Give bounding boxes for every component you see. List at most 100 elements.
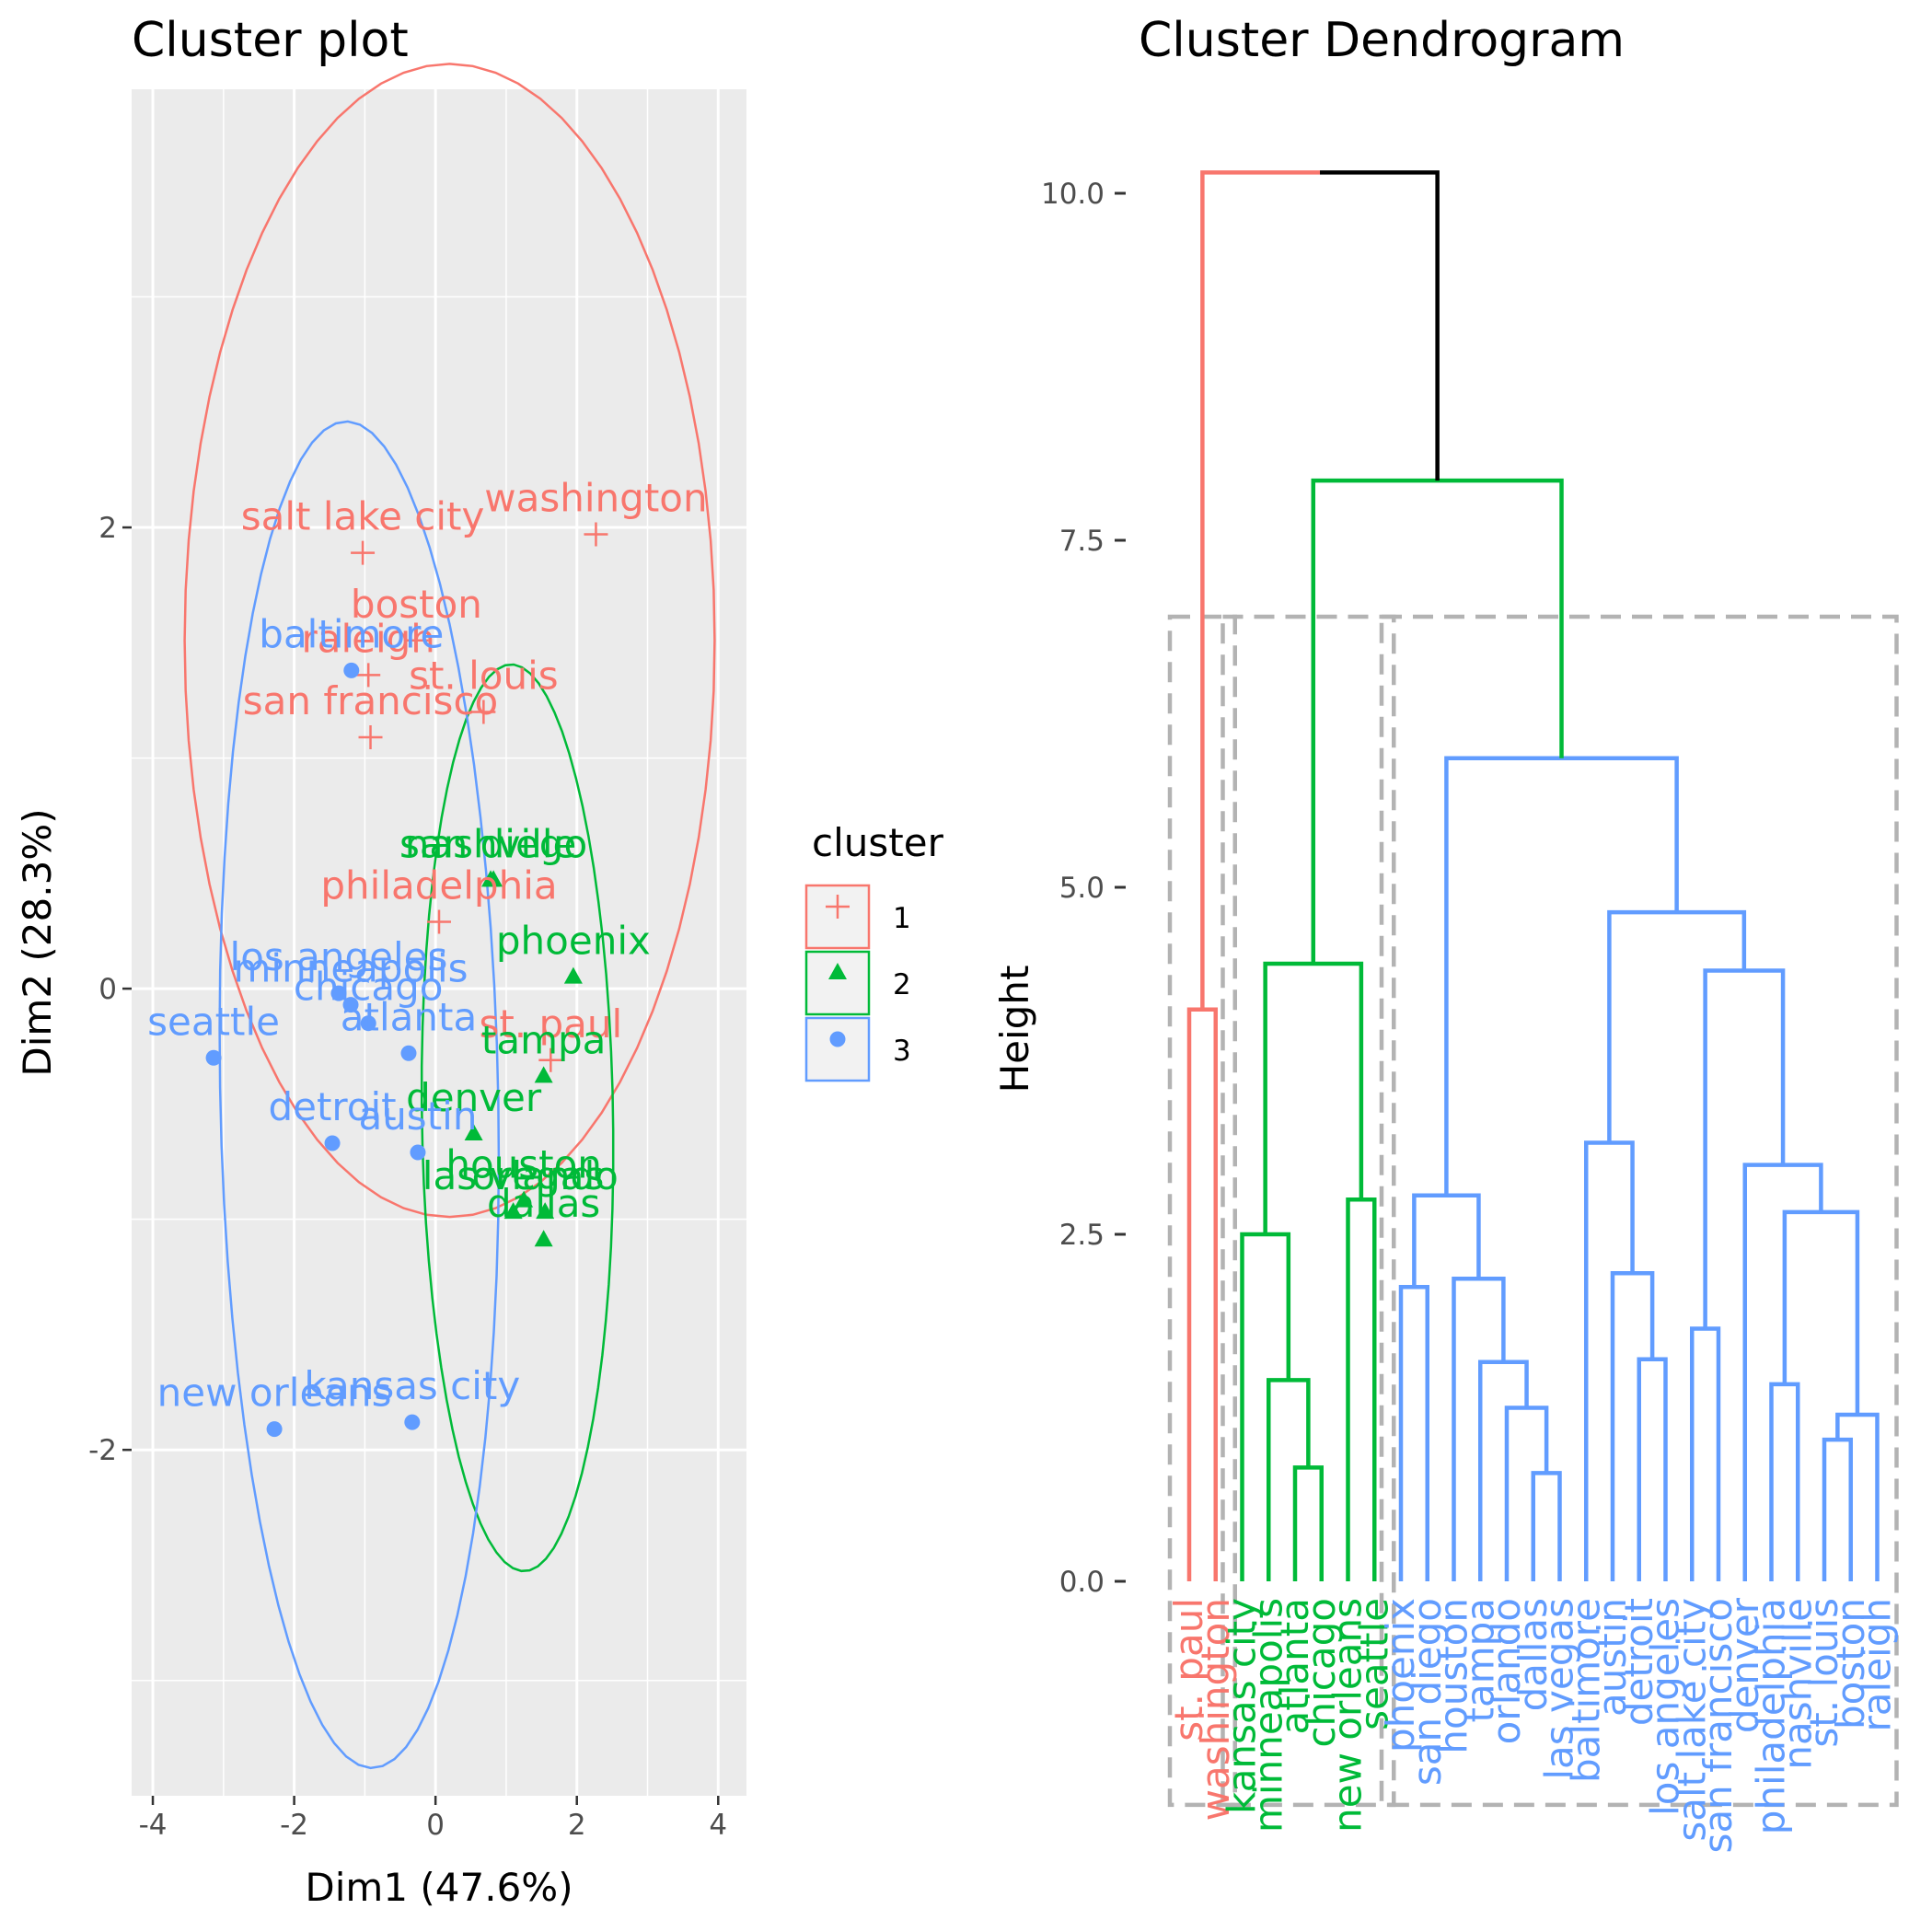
cluster-plot-y-ticks: -2 0 2 — [88, 512, 132, 1467]
dendro-branch — [1311, 478, 1564, 964]
dendro-leaf-label: austin — [1590, 1598, 1635, 1717]
dendro-branch — [1531, 1471, 1562, 1581]
dendro-branch — [1346, 1197, 1377, 1581]
point-marker-circle — [360, 1015, 376, 1032]
legend-label-2: 2 — [893, 968, 911, 1001]
dendro-branch — [1822, 1437, 1853, 1581]
dendro-branch — [1292, 1465, 1324, 1581]
cluster-plot-x-axis-label: Dim1 (47.6%) — [305, 1865, 573, 1910]
point-marker-plus — [351, 540, 376, 565]
dendro-branch — [1444, 756, 1679, 1196]
cluster-2-ellipse — [420, 663, 615, 1573]
dendro-y-tick-label: 5.0 — [1059, 872, 1105, 905]
point-marker-triangle — [515, 1190, 534, 1208]
point-marker-circle — [330, 985, 347, 1001]
point-marker-plus — [427, 909, 451, 934]
point-label: raleigh — [301, 616, 434, 661]
dendro-branch — [1478, 1359, 1529, 1581]
point-marker-triangle — [503, 1202, 523, 1220]
point-marker-circle — [404, 1414, 421, 1430]
dendrogram-y-ticks: 0.0 2.5 5.0 7.5 10.0 — [1041, 178, 1126, 1599]
dendro-root-right — [1320, 170, 1440, 481]
point-marker-triangle — [536, 1202, 555, 1220]
dendro-branch — [1267, 1378, 1311, 1581]
dendro-leaf-label: philadelphia — [1749, 1598, 1794, 1834]
dendro-branch — [1398, 1285, 1429, 1581]
point-label: st. louis — [409, 653, 559, 698]
point-label: houston — [445, 1142, 602, 1187]
dendro-leaf-label: salt lake city — [1669, 1598, 1714, 1842]
legend-key-2 — [804, 950, 871, 1016]
dendro-leaf-label: new orleans — [1325, 1598, 1371, 1833]
x-tick-label: 4 — [709, 1809, 727, 1842]
dendro-y-tick-label: 0.0 — [1059, 1566, 1105, 1599]
point-marker-plus — [538, 1047, 563, 1072]
point-label: orlando — [471, 1153, 618, 1198]
y-tick-label: -2 — [88, 1434, 117, 1467]
dendro-leaf-label: orlando — [1484, 1598, 1529, 1744]
cluster-ellipses — [183, 63, 716, 1770]
cluster-plot-y-axis-label: Dim2 (28.3%) — [15, 808, 60, 1076]
dendro-root-left — [1200, 170, 1321, 1010]
dendro-leaf-label: washington — [1193, 1598, 1238, 1821]
point-label: salt lake city — [241, 494, 485, 539]
point-label: washington — [484, 476, 707, 521]
dendro-branch — [1769, 1382, 1800, 1581]
point-marker-circle — [342, 997, 359, 1013]
dendro-branch — [1263, 961, 1364, 1234]
cluster-points — [205, 522, 608, 1438]
point-label: chicago — [294, 965, 444, 1010]
point-marker-circle — [400, 1045, 417, 1061]
point-marker-circle — [205, 1049, 222, 1066]
legend-label-3: 3 — [893, 1035, 911, 1068]
point-label: austin — [358, 1093, 477, 1139]
point-label: seattle — [147, 999, 280, 1044]
dendro-leaf-label: san diego — [1405, 1598, 1450, 1786]
x-tick-label: -4 — [139, 1809, 168, 1842]
dendro-leaf-label: st. paul — [1166, 1598, 1211, 1741]
cluster-plot-x-ticks: -4 -2 0 2 4 — [139, 1796, 727, 1842]
dendro-leaf-label: phoenix — [1378, 1598, 1423, 1753]
dendro-branch — [1504, 1406, 1549, 1581]
dendro-leaf-label: baltimore — [1563, 1598, 1608, 1783]
point-marker-plus — [358, 725, 383, 750]
legend-circle-icon — [829, 1031, 846, 1047]
dendro-leaf-label: las vegas — [1537, 1598, 1582, 1780]
dendro-leaf-label: raleigh — [1855, 1598, 1900, 1731]
point-marker-triangle — [464, 1123, 483, 1140]
dendro-leaf-label: boston — [1828, 1598, 1873, 1730]
point-marker-circle — [324, 1135, 341, 1151]
dendrogram-branches — [1186, 170, 1880, 1581]
legend-triangle-icon — [828, 963, 847, 979]
legend-title: cluster — [812, 820, 944, 865]
point-label: los angeles — [230, 934, 448, 979]
point-label: baltimore — [259, 611, 444, 656]
dendrogram-y-axis-label: Height — [992, 966, 1037, 1093]
dendro-branch — [1607, 909, 1747, 1143]
dendro-leaf-label: st. louis — [1801, 1598, 1846, 1748]
point-marker-triangle — [534, 1230, 553, 1247]
point-marker-triangle — [534, 1066, 553, 1083]
cluster-legend: cluster 1 2 3 — [804, 820, 944, 1082]
cluster-plot-title: Cluster plot — [132, 13, 409, 68]
point-marker-circle — [410, 1144, 426, 1161]
dendro-branch — [1452, 1277, 1506, 1581]
dendro-leaf-label: tampa — [1457, 1598, 1502, 1723]
point-marker-plus — [404, 628, 429, 653]
dendro-leaf-label: dallas — [1510, 1598, 1556, 1711]
dendro-leaf-label: seattle — [1351, 1598, 1396, 1730]
cluster-3-ellipse — [218, 420, 501, 1770]
dendro-branch — [1412, 1193, 1481, 1288]
point-label: philadelphia — [320, 862, 557, 908]
legend-key-3 — [804, 1016, 871, 1082]
dendro-leaf-label: los angeles — [1643, 1598, 1688, 1816]
point-label: minneapolis — [234, 946, 469, 991]
point-label: las vegas — [422, 1153, 605, 1198]
point-marker-triangle — [484, 870, 503, 887]
x-tick-label: 0 — [426, 1809, 445, 1842]
point-label: phoenix — [496, 919, 651, 964]
dendro-branch — [1584, 1140, 1635, 1581]
